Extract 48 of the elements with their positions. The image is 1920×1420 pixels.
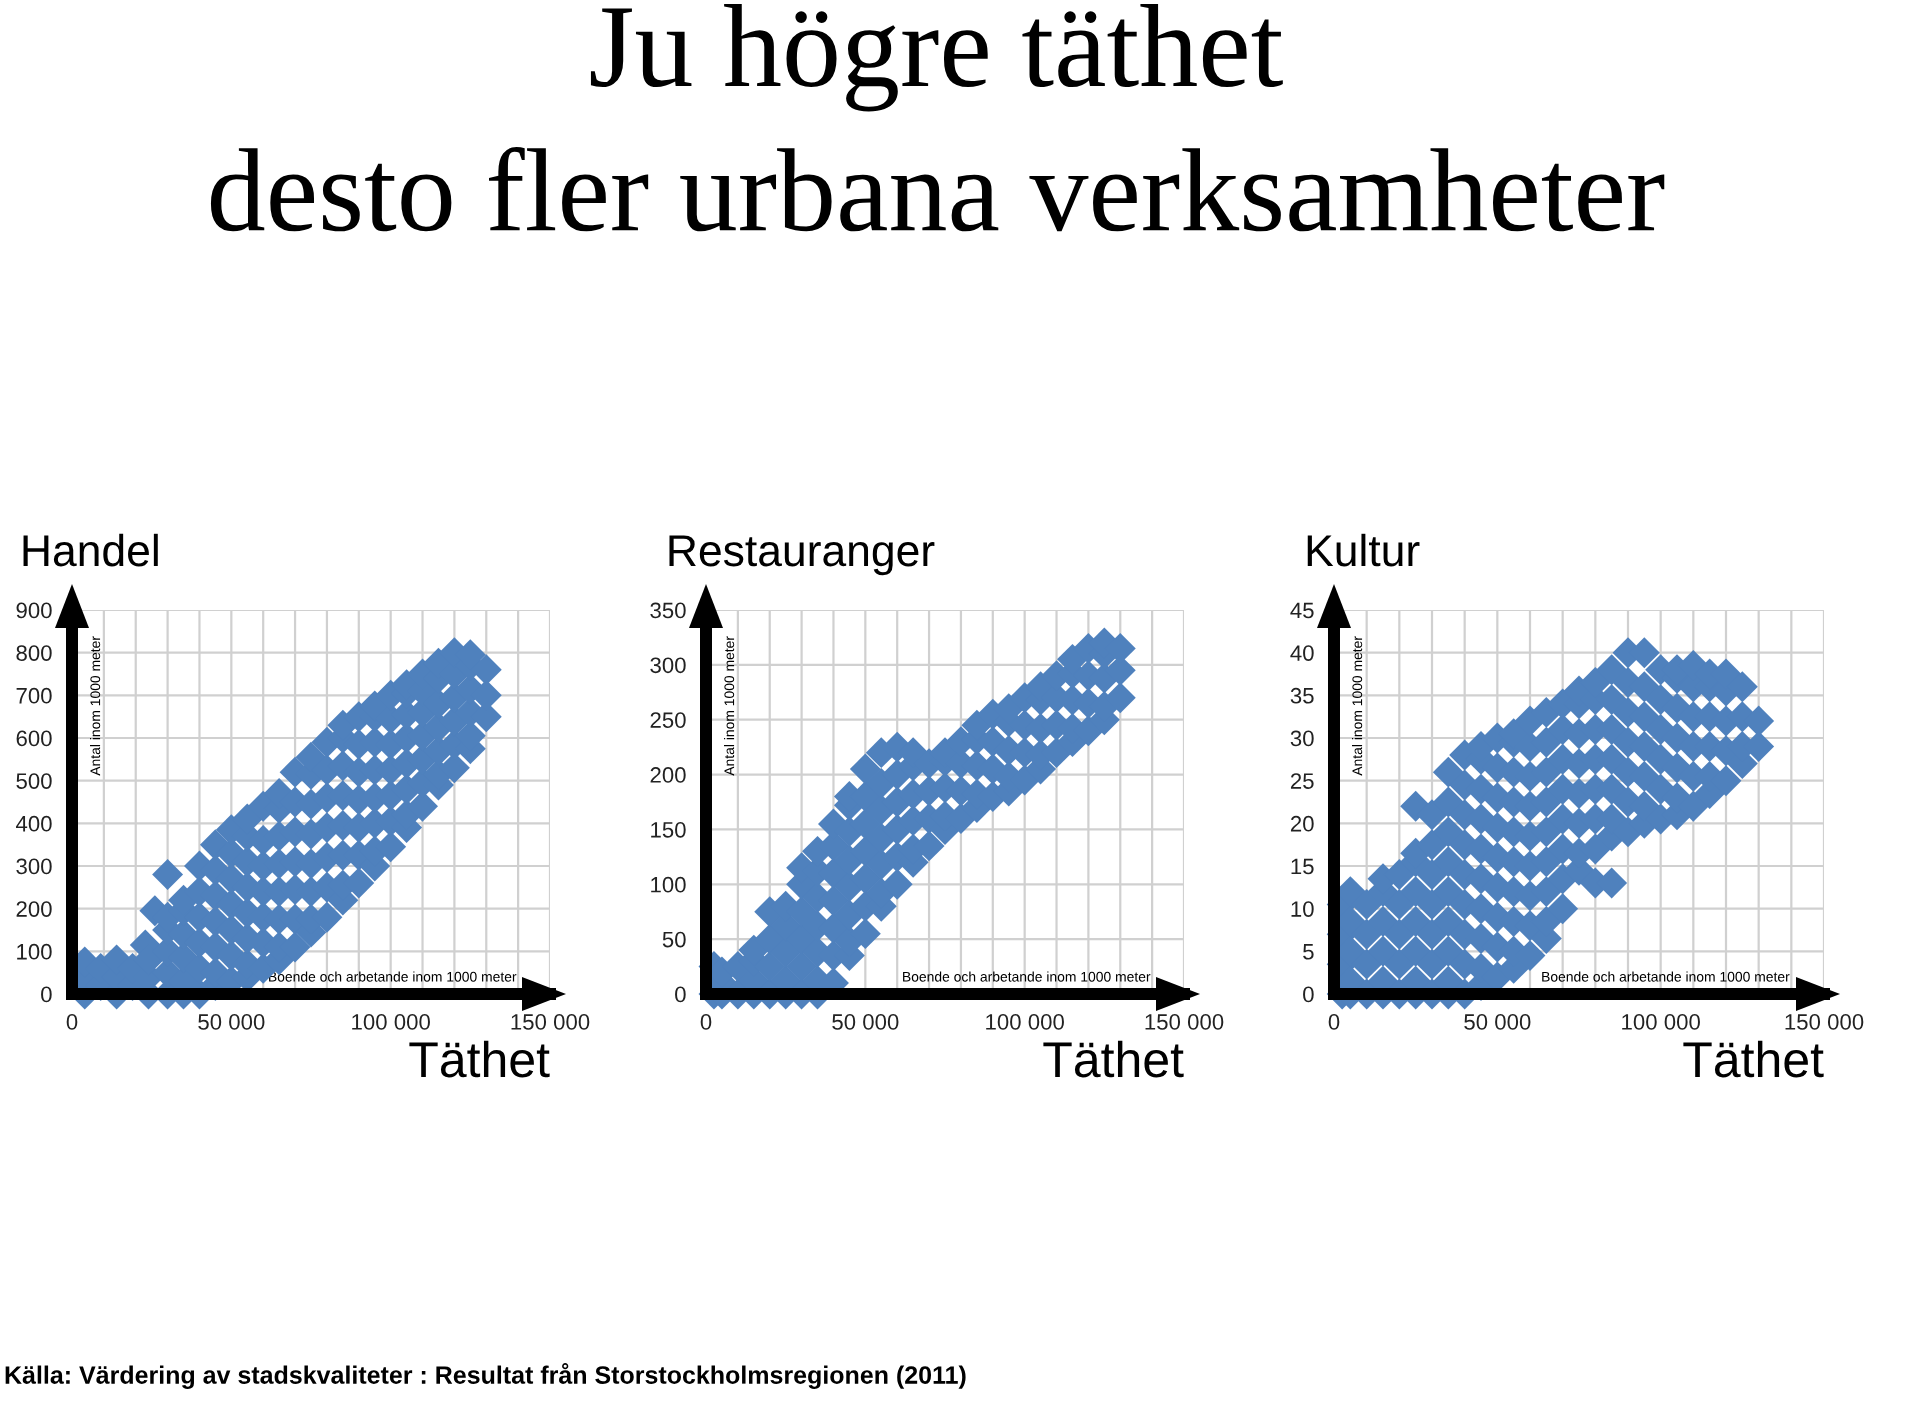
x-tick-label: 150 000: [511, 1014, 590, 1030]
y-tick-label: 250: [650, 712, 686, 728]
text: Ju högre täthet desto fler urbana verksamheter: [210, 4, 1665, 232]
y-tick-label: 300: [650, 657, 686, 674]
y-tick-label: 700: [16, 687, 52, 704]
y-tick-label: 100: [651, 876, 686, 893]
y-tick-label: 500: [16, 773, 52, 789]
x-tick-label: 50 000: [832, 1014, 899, 1030]
x-tick-label: 50 000: [198, 1014, 265, 1030]
y-tick-label: 20: [1290, 815, 1314, 832]
y-tick-label: 0: [675, 986, 686, 1003]
y-tick-label: 25: [1290, 773, 1314, 789]
y-tick-label: 5: [1303, 944, 1314, 960]
y-tick-label: 40: [1290, 645, 1314, 661]
y-tick-label: 200: [650, 767, 686, 783]
y-tick-label: 600: [16, 730, 52, 747]
y-tick-label: 0: [1303, 986, 1314, 1003]
x-tick-label: 0: [1328, 1014, 1340, 1030]
x-tick-label: 150 000: [1145, 1014, 1224, 1030]
text: Täthet: [1043, 1040, 1184, 1078]
y-tick-label: 900: [16, 602, 52, 619]
x-tick-label: 100 000: [352, 1014, 430, 1030]
y-tick-label: 30: [1290, 730, 1314, 747]
x-tick-label: 100 000: [1622, 1014, 1700, 1030]
x-tick-label: 150 000: [1785, 1014, 1864, 1030]
chart-title: Kultur: [1307, 533, 1420, 567]
y-tick-label: 0: [41, 986, 52, 1003]
y-tick-label: 350: [650, 602, 686, 619]
y-tick-label: 800: [16, 645, 52, 661]
text: Källa: Värdering av stadskvaliteter : Resultat från Storstockholmsregionen (2011): [5, 1363, 966, 1389]
y-tick-label: 100: [17, 943, 52, 960]
x-tick-label: 0: [700, 1014, 712, 1030]
chart-title: Handel: [23, 533, 158, 567]
y-tick-label: 50: [662, 931, 686, 948]
y-tick-label: 45: [1290, 602, 1314, 619]
x-tick-label: 100 000: [986, 1014, 1064, 1030]
y-tick-label: 35: [1290, 687, 1314, 704]
x-tick-label: 0: [66, 1014, 78, 1030]
text: Täthet: [409, 1040, 550, 1078]
y-tick-label: 150: [651, 821, 686, 838]
y-tick-label: 200: [16, 901, 52, 917]
y-tick-label: 10: [1291, 901, 1314, 917]
y-tick-label: 300: [16, 858, 52, 875]
x-tick-label: 50 000: [1464, 1014, 1531, 1030]
text: Täthet: [1683, 1040, 1824, 1078]
y-tick-label: 15: [1291, 858, 1314, 875]
y-tick-label: 400: [15, 815, 52, 832]
chart-title: Restauranger: [669, 535, 935, 576]
